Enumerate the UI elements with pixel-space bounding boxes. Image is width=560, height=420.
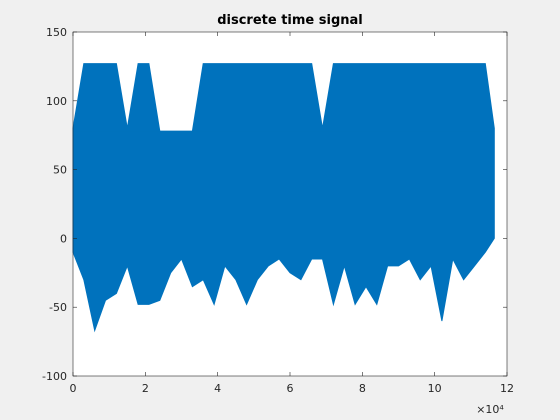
y-axis-ticks: -100 -50 0 50 100 150 (42, 26, 507, 383)
x-tick-label: 10 (428, 382, 442, 395)
y-tick-label: 100 (46, 95, 67, 108)
x-axis-ticks: 0 2 4 6 8 10 12 (70, 32, 514, 395)
y-tick-label: -100 (42, 370, 67, 383)
x-tick-label: 8 (359, 382, 366, 395)
x-tick-label: 12 (500, 382, 514, 395)
y-tick-label: -50 (49, 301, 67, 314)
chart-title: discrete time signal (217, 13, 363, 28)
x-tick-label: 0 (70, 382, 77, 395)
x-tick-label: 4 (214, 382, 221, 395)
y-tick-label: 0 (60, 232, 67, 245)
x-axis-exponent: ×10⁴ (476, 403, 504, 416)
y-tick-label: 150 (46, 26, 67, 39)
x-tick-label: 2 (142, 382, 149, 395)
signal-core-band (73, 131, 495, 253)
x-tick-label: 6 (287, 382, 294, 395)
y-tick-label: 50 (53, 164, 67, 177)
signal-plot (72, 63, 495, 333)
